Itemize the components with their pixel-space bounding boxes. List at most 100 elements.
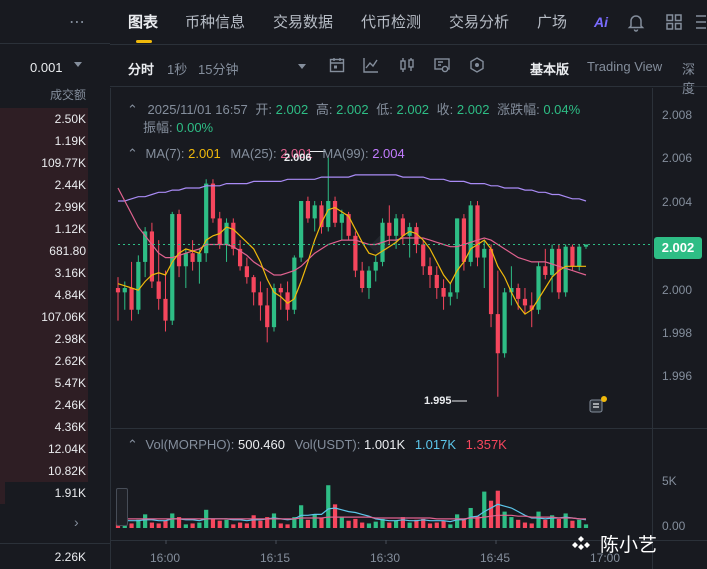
order-book-row[interactable]: 12.04K: [0, 438, 110, 460]
order-book-row[interactable]: 109.77K: [0, 152, 110, 174]
candle-body: [346, 214, 351, 236]
view-basic[interactable]: 基本版: [530, 62, 570, 77]
order-book-row[interactable]: 2.62K: [0, 350, 110, 372]
volume-bar: [563, 513, 568, 528]
candle-body: [271, 288, 277, 328]
ai-icon[interactable]: Ai: [594, 14, 608, 30]
volume-bar: [156, 523, 161, 528]
order-book-row[interactable]: 2.46K: [0, 394, 110, 416]
interval-1s[interactable]: 1秒: [167, 62, 188, 77]
volume-bar: [136, 519, 141, 528]
grid-icon[interactable]: [664, 12, 684, 32]
order-book-row[interactable]: 2.44K: [0, 174, 110, 196]
volume-bar: [529, 523, 534, 528]
candle-body: [373, 261, 378, 271]
collapse-caret-icon[interactable]: ⌃: [127, 437, 138, 452]
collapse-caret-icon[interactable]: ⌃: [127, 102, 138, 117]
ma99-line: [118, 174, 587, 202]
time-tick: 17:00: [590, 551, 621, 565]
tab-square[interactable]: 广场: [537, 14, 568, 31]
order-book-row[interactable]: 1.19K: [0, 130, 110, 152]
ma7-label: MA(7):: [145, 146, 185, 161]
depth-bar: [0, 284, 88, 306]
order-book-turnover: 1.19K: [54, 134, 86, 148]
order-book-row[interactable]: 681.80: [0, 240, 110, 262]
view-tradingview[interactable]: Trading View: [587, 59, 663, 74]
order-book-turnover: 3.16K: [54, 266, 86, 280]
order-book-row[interactable]: 5.47K: [0, 372, 110, 394]
depth-bar: [0, 152, 88, 174]
candle-body: [468, 205, 473, 262]
order-book-row[interactable]: 4.84K: [0, 284, 110, 306]
candle-body: [210, 183, 216, 219]
chevron-down-icon[interactable]: [298, 64, 306, 69]
more-dots-icon[interactable]: ⋯: [69, 14, 86, 31]
amplitude-row: 振幅: 0.00%: [143, 117, 213, 136]
low-price-annotation: 1.995: [424, 395, 452, 407]
volume-bar: [434, 522, 439, 528]
candle-body: [482, 248, 487, 258]
scroll-handle[interactable]: [116, 488, 128, 526]
calendar-icon[interactable]: [328, 56, 346, 74]
volume-bar: [332, 504, 338, 528]
candle-body: [312, 205, 317, 219]
order-book-row[interactable]: 2.50K: [0, 108, 110, 130]
volume-bar: [217, 520, 222, 528]
order-book-last-value: 2.26K: [54, 550, 86, 564]
volume-bar: [400, 517, 405, 528]
order-book-row[interactable]: 107.06K: [0, 306, 110, 328]
interval-15m[interactable]: 15分钟: [198, 62, 239, 77]
candle-body: [366, 270, 372, 288]
candle-body: [224, 222, 229, 245]
depth-bar: [0, 328, 88, 350]
depth-bar: [0, 108, 88, 130]
divider: [0, 543, 110, 544]
order-book-row[interactable]: 3.16K: [0, 262, 110, 284]
volume-bar: [455, 514, 460, 528]
high-price-annotation: 2.006: [284, 152, 312, 164]
volume-bar: [210, 518, 216, 528]
volume-tick: 0.00: [662, 519, 686, 533]
chevron-down-icon[interactable]: [74, 62, 82, 67]
order-book-row[interactable]: 1.12K: [0, 218, 110, 240]
view-depth[interactable]: 深度: [682, 62, 696, 96]
depth-bar: [0, 240, 88, 262]
volume-bar: [285, 524, 290, 528]
bell-icon[interactable]: [626, 12, 646, 32]
hexagon-settings-icon[interactable]: [468, 56, 486, 74]
chevron-right-icon[interactable]: ›: [74, 514, 79, 530]
precision-select[interactable]: 0.001: [30, 60, 63, 75]
notes-icon[interactable]: [588, 396, 608, 414]
depth-bar: [0, 306, 88, 328]
order-book-turnover: 5.47K: [54, 376, 86, 390]
order-book-row[interactable]: 2.98K: [0, 328, 110, 350]
order-book-row[interactable]: 2.99K: [0, 196, 110, 218]
volume-bar: [299, 505, 304, 528]
chart-settings-icon[interactable]: [433, 56, 451, 74]
volume-bar: [482, 491, 487, 528]
order-book-row[interactable]: 1.91K: [0, 482, 110, 504]
volume-bar: [373, 521, 378, 528]
open-value: 2.002: [275, 102, 309, 117]
close-label: 收:: [436, 102, 454, 117]
volume-bar: [149, 522, 155, 528]
tab-coin-info[interactable]: 币种信息: [185, 14, 246, 31]
volume-bar: [427, 523, 433, 528]
tab-trade-data[interactable]: 交易数据: [273, 14, 334, 31]
indicator-icon[interactable]: [362, 56, 380, 74]
collapse-caret-icon[interactable]: ⌃: [127, 146, 138, 161]
volume-bar: [516, 519, 521, 528]
tab-token-check[interactable]: 代币检测: [361, 14, 422, 31]
interval-timeline[interactable]: 分时: [128, 62, 155, 77]
volume-bar: [143, 514, 148, 528]
candle-body: [455, 218, 460, 293]
order-book-row[interactable]: 4.36K: [0, 416, 110, 438]
tab-chart[interactable]: 图表: [128, 14, 159, 31]
order-book-row[interactable]: 10.82K: [0, 460, 110, 482]
candle-body: [509, 288, 514, 293]
candle-body: [529, 305, 534, 310]
tab-trade-analysis[interactable]: 交易分析: [449, 14, 510, 31]
collapse-icon[interactable]: [695, 12, 707, 32]
candlestick-icon[interactable]: [398, 56, 416, 74]
